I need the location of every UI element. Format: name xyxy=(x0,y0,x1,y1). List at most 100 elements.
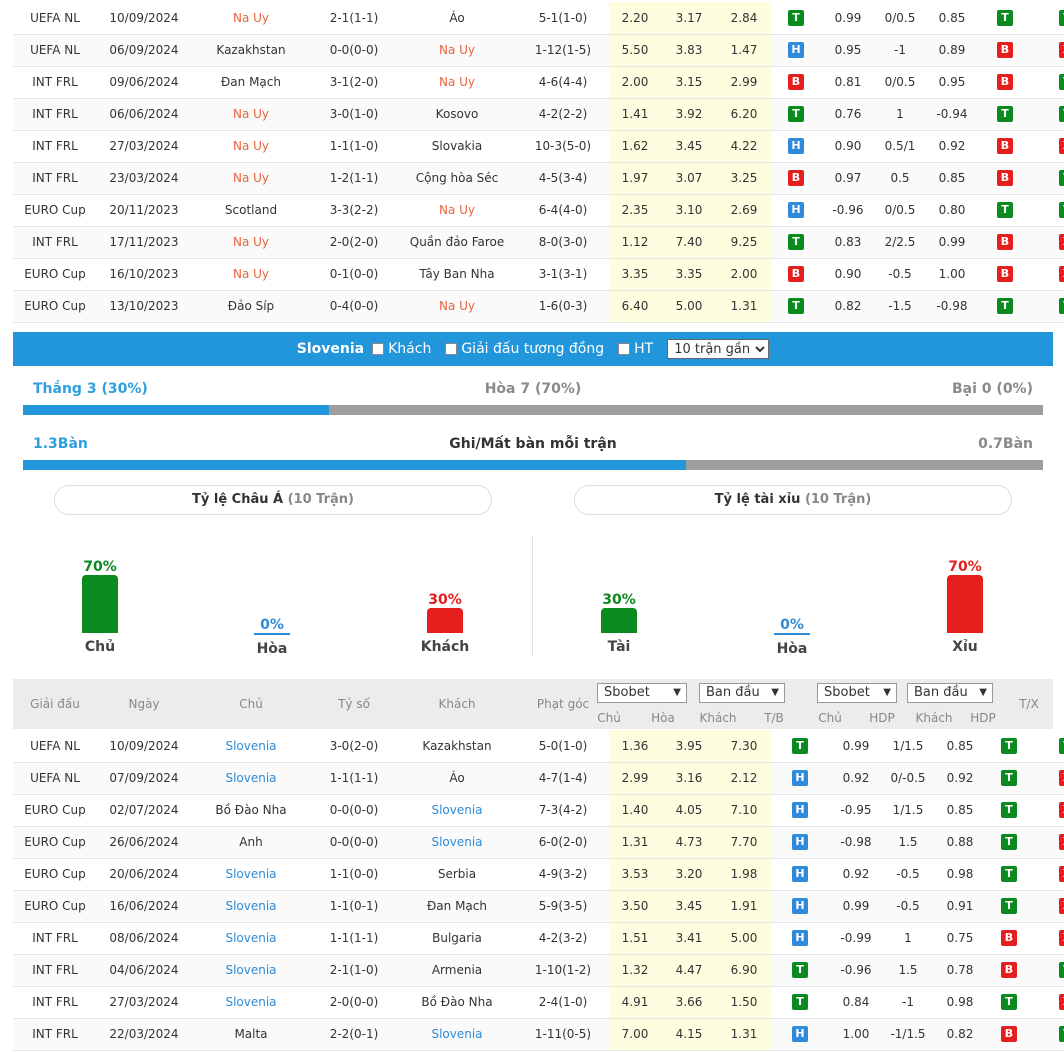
result-badge: T xyxy=(792,737,808,754)
home-team-cell: Slovenia xyxy=(191,730,311,763)
result-badge: H xyxy=(792,770,808,786)
league-cell: INT FRL xyxy=(13,66,97,99)
ah-away-cell-text: 0.82 xyxy=(946,1027,974,1041)
date-cell: 07/09/2024 xyxy=(97,762,191,795)
table-row[interactable]: UEFA NL 10/09/2024 Slovenia 3-0(2-0) Kazakhs… xyxy=(13,730,1064,763)
result-ou-cell: X xyxy=(1031,794,1064,827)
league-cell: EURO Cup xyxy=(13,290,97,323)
table-row[interactable]: INT FRL 08/06/2024 Slovenia 1-1(1-1) Bulgari… xyxy=(13,922,1064,955)
result-badge: T xyxy=(1001,866,1017,882)
table-row[interactable]: INT FRL 09/06/2024 Đan Mạch 3-1(2-0) Na Uy 4-… xyxy=(13,66,1064,99)
table-row[interactable]: INT FRL 04/06/2024 Slovenia 2-1(1-0) Armenia… xyxy=(13,954,1064,987)
away-team-cell-text: Na Uy xyxy=(438,75,476,89)
league-cell: UEFA NL xyxy=(13,2,97,35)
odds-type-select-2[interactable]: Ban đầu ▼ xyxy=(907,683,993,703)
ah-home-cell: 0.82 xyxy=(821,290,875,323)
away-team-cell-text: Cộng hòa Séc xyxy=(415,171,499,185)
ah-away-cell: 0.85 xyxy=(925,2,979,35)
ah-home-cell-text: 0.97 xyxy=(834,171,862,185)
ht-checkbox[interactable]: HT xyxy=(618,341,653,357)
odds-home-cell: 3.50 xyxy=(609,890,661,923)
table-row[interactable]: INT FRL 27/03/2024 Slovenia 2-0(0-0) Bồ Đào … xyxy=(13,986,1064,1019)
record-bar xyxy=(23,405,1043,415)
odds-home-cell: 1.51 xyxy=(609,922,661,955)
ah-away-cell-text: 0.89 xyxy=(938,43,966,57)
table-row[interactable]: EURO Cup 26/06/2024 Anh 0-0(0-0) Slovenia 6-0… xyxy=(13,826,1064,859)
ah-away-cell-text: 0.91 xyxy=(946,899,974,913)
league-cell: UEFA NL xyxy=(13,762,97,795)
score-cell: 2-1(1-0) xyxy=(311,954,397,987)
table-row[interactable]: UEFA NL 10/09/2024 Na Uy 2-1(1-1) Áo 5-1(1-0)… xyxy=(13,2,1064,35)
date-cell-text: 08/06/2024 xyxy=(109,931,179,945)
odds-away-cell-text: 5.00 xyxy=(730,931,758,945)
result-ou-cell: T xyxy=(1031,66,1064,99)
bookmaker-select-1[interactable]: Sbobet ▼ xyxy=(597,683,687,703)
result-badge: T xyxy=(792,962,808,978)
table-row[interactable]: INT FRL 06/06/2024 Na Uy 3-0(1-0) Kosovo 4-2(… xyxy=(13,98,1064,131)
result-1x2-cell: H xyxy=(771,890,829,923)
score-cell-text: 0-0(0-0) xyxy=(329,43,379,57)
same-league-checkbox[interactable]: Giải đấu tương đồng xyxy=(445,341,604,357)
ah-hdp-cell: 1.5 xyxy=(883,826,933,859)
table-row[interactable]: EURO Cup 02/07/2024 Bồ Đào Nha 0-0(0-0) Slov… xyxy=(13,794,1064,827)
ah-home-cell: 0.90 xyxy=(821,258,875,291)
table-row[interactable]: EURO Cup 20/11/2023 Scotland 3-3(2-2) Na Uy 6… xyxy=(13,194,1064,227)
recent-matches-select[interactable]: 10 trận gần xyxy=(667,339,770,359)
ah-hdp-cell: 1/1.5 xyxy=(883,730,933,763)
table-row[interactable]: INT FRL 22/03/2024 Malta 2-2(0-1) Slovenia 1-… xyxy=(13,1018,1064,1051)
percent-value: 30% xyxy=(428,592,462,608)
date-cell-text: 27/03/2024 xyxy=(109,995,179,1009)
league-cell-text: INT FRL xyxy=(32,235,78,249)
table-row[interactable]: INT FRL 17/11/2023 Na Uy 2-0(2-0) Quần đảo F… xyxy=(13,226,1064,259)
result-badge: B xyxy=(788,74,804,90)
away-team-cell: Bồ Đào Nha xyxy=(397,986,517,1019)
table-row[interactable]: INT FRL 27/03/2024 Na Uy 1-1(1-0) Slovakia 10… xyxy=(13,130,1064,163)
league-cell: EURO Cup xyxy=(13,794,97,827)
header-ah-home: Chủ xyxy=(818,711,842,725)
odds-home-cell-text: 1.31 xyxy=(621,835,649,849)
league-cell-text: UEFA NL xyxy=(30,738,80,753)
date-cell-text: 22/03/2024 xyxy=(109,1027,179,1041)
result-badge: T xyxy=(1059,298,1064,314)
header-odds-home: Chủ xyxy=(597,711,621,725)
result-badge: B xyxy=(1001,1026,1017,1042)
league-cell-text: INT FRL xyxy=(32,931,78,945)
asian-handicap-pill[interactable]: Tỷ lệ Châu Á (10 Trận) xyxy=(54,485,492,515)
checkbox-icon[interactable] xyxy=(618,343,631,355)
header-odds-tb: T/B xyxy=(764,711,784,725)
result-badge: T xyxy=(788,234,804,250)
corner-cell: 6-4(4-0) xyxy=(517,194,609,227)
odds-away-cell-text: 2.00 xyxy=(730,267,758,281)
table-row[interactable]: EURO Cup 16/10/2023 Na Uy 0-1(0-0) Tây Ban N… xyxy=(13,258,1064,291)
score-cell-text: 1-2(1-1) xyxy=(329,171,379,185)
over-under-pill[interactable]: Tỷ lệ tài xỉu (10 Trận) xyxy=(574,485,1012,515)
corner-cell: 4-6(4-4) xyxy=(517,66,609,99)
bookmaker-select-2[interactable]: Sbobet ▼ xyxy=(817,683,897,703)
league-cell: EURO Cup xyxy=(13,258,97,291)
odds-home-cell: 2.35 xyxy=(609,194,661,227)
odds-home-cell-text: 1.41 xyxy=(621,107,649,121)
result-badge: B xyxy=(997,266,1013,282)
odds-type-select-1[interactable]: Ban đầu ▼ xyxy=(699,683,785,703)
table-row[interactable]: EURO Cup 16/06/2024 Slovenia 1-1(0-1) Đan Mạ… xyxy=(13,890,1064,923)
ah-home-cell: 0.83 xyxy=(821,226,875,259)
checkbox-icon[interactable] xyxy=(445,343,458,355)
away-team-cell-text: Serbia xyxy=(437,867,477,881)
table-row[interactable]: UEFA NL 06/09/2024 Kazakhstan 0-0(0-0) Na Uy… xyxy=(13,34,1064,67)
league-cell-text: INT FRL xyxy=(32,171,78,185)
table-row[interactable]: UEFA NL 07/09/2024 Slovenia 1-1(1-1) Áo 4-7(1… xyxy=(13,762,1064,795)
ah-away-cell: 0.95 xyxy=(925,66,979,99)
result-ah-cell: B xyxy=(987,1018,1031,1051)
checkbox-icon[interactable] xyxy=(372,343,385,355)
ah-home-cell-text: 0.99 xyxy=(842,738,870,753)
away-checkbox[interactable]: Khách xyxy=(372,341,431,357)
corner-cell: 1-11(0-5) xyxy=(517,1018,609,1051)
date-cell: 27/03/2024 xyxy=(97,986,191,1019)
odds-away-cell: 4.22 xyxy=(717,130,771,163)
date-cell: 22/03/2024 xyxy=(97,1018,191,1051)
table-row[interactable]: EURO Cup 13/10/2023 Đảo Síp 0-4(0-0) Na Uy 1-… xyxy=(13,290,1064,323)
table-row[interactable]: INT FRL 23/03/2024 Na Uy 1-2(1-1) Cộng hòa S… xyxy=(13,162,1064,195)
corner-cell: 4-5(3-4) xyxy=(517,162,609,195)
table-row[interactable]: EURO Cup 20/06/2024 Slovenia 1-1(0-0) Serbia… xyxy=(13,858,1064,891)
date-cell-text: 26/06/2024 xyxy=(109,835,179,849)
